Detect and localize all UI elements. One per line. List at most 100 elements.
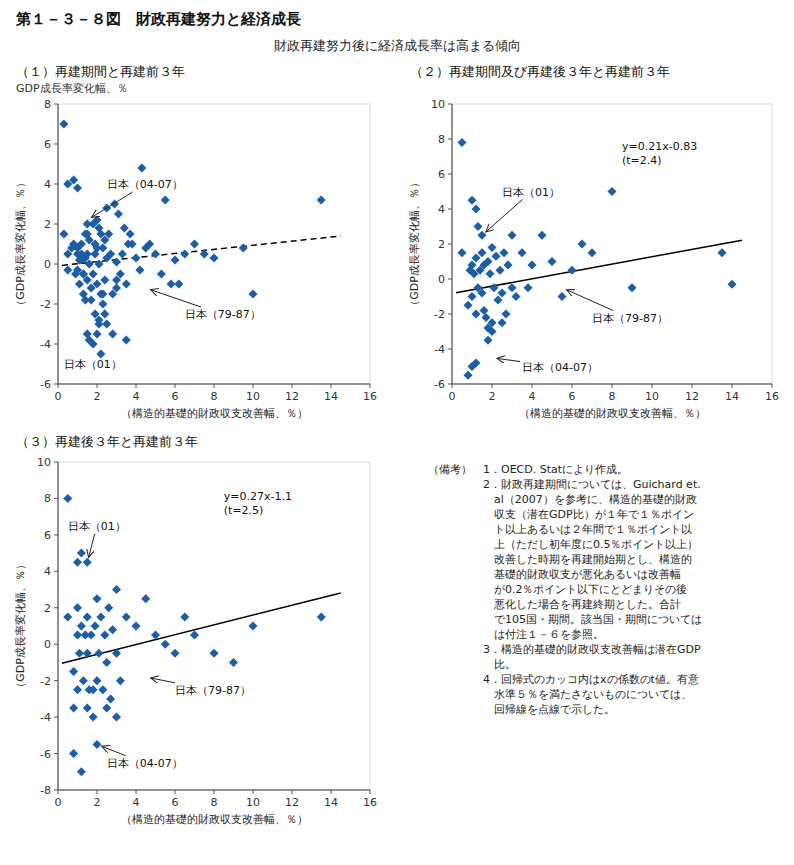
x-tick — [253, 790, 254, 794]
x-tick — [136, 384, 137, 388]
trend-line — [62, 236, 341, 265]
x-tick — [331, 384, 332, 388]
scatter-point — [114, 210, 123, 219]
notes-line: は付注１－６を参照。 — [428, 628, 604, 641]
scatter-point — [93, 676, 102, 685]
trend-line — [62, 593, 341, 663]
scatter-point — [145, 240, 154, 249]
scatter-point — [94, 649, 103, 658]
y-tick-label: 6 — [44, 529, 51, 542]
notes-line: 回帰線を点線で示した。 — [428, 703, 615, 716]
y-tick-label: -6 — [40, 378, 51, 391]
scatter-point — [548, 257, 557, 266]
y-tick-label: -2 — [40, 675, 51, 688]
scatter-point — [132, 622, 141, 631]
scatter-point — [108, 625, 117, 634]
scatter-point — [93, 330, 102, 339]
scatter-point — [120, 224, 129, 233]
y-tick-label: 2 — [44, 218, 51, 231]
scatter-point — [512, 292, 521, 301]
notes-line: で105国・期間。該当国・期間については — [428, 613, 702, 626]
x-tick-label: 2 — [94, 390, 101, 403]
notes-line: 4．回帰式のカッコ内はxの係数のt値。有意 — [428, 673, 699, 686]
y-tick — [448, 209, 452, 210]
y-tick-label: 8 — [438, 133, 445, 146]
x-tick-label: 8 — [211, 390, 218, 403]
y-tick-label: 2 — [438, 238, 445, 251]
x-tick — [58, 384, 59, 388]
scatter-point — [132, 254, 141, 263]
scatter-point — [63, 266, 72, 275]
x-tick — [452, 384, 453, 388]
y-tick-label: 8 — [44, 98, 51, 111]
x-tick — [175, 790, 176, 794]
x-tick — [652, 384, 653, 388]
x-tick-label: 0 — [449, 390, 456, 403]
equation-box — [222, 489, 294, 518]
y-tick-label: 0 — [44, 638, 51, 651]
x-tick-label: 12 — [685, 390, 699, 403]
scatter-point — [89, 340, 98, 349]
scatter-point — [488, 318, 497, 327]
scatter-point — [77, 767, 86, 776]
scatter-point — [468, 292, 477, 301]
scatter-point — [85, 260, 94, 269]
scatter-point — [464, 371, 473, 380]
scatter-point — [718, 248, 727, 257]
scatter-point — [77, 549, 86, 558]
y-tick — [54, 224, 58, 225]
plot-area — [58, 462, 370, 790]
y-tick — [448, 174, 452, 175]
scatter-point — [87, 296, 96, 305]
annotation-text: 日本（04-07） — [107, 178, 183, 191]
x-tick-label: 4 — [133, 390, 140, 403]
scatter-point — [151, 250, 160, 259]
x-tick-label: 12 — [285, 796, 299, 809]
scatter-point — [83, 704, 92, 713]
equation-line: y=0.21x-0.83 — [622, 140, 697, 153]
y-tick-label: -4 — [434, 343, 445, 356]
data-marks — [59, 120, 340, 359]
y-axis-label: （GDP成長率変化幅、％） — [14, 559, 27, 693]
x-tick — [772, 384, 773, 388]
scatter-point — [73, 184, 82, 193]
scatter-point — [171, 256, 180, 265]
notes-line: 改善した時期を再建開始期とし、構造的 — [428, 553, 692, 566]
scatter-point — [480, 306, 489, 315]
scatter-point — [79, 676, 88, 685]
scatter-point — [488, 243, 497, 252]
scatter-point — [93, 740, 102, 749]
y-axis-label: （GDP成長率変化幅、％） — [408, 177, 421, 311]
scatter-point — [128, 240, 137, 249]
y-tick-label: -6 — [40, 748, 51, 761]
scatter-point — [478, 231, 487, 240]
notes-line: 上（ただし初年度に0.5％ポイント以上） — [428, 538, 699, 551]
scatter-point — [498, 289, 507, 298]
scatter-point — [190, 240, 199, 249]
equation-line: (t=2.4) — [622, 154, 662, 167]
panel-title: （１）再建期間と再建前３年 — [16, 64, 185, 79]
y-tick — [54, 384, 58, 385]
equation: y=0.27x-1.1(t=2.5) — [222, 489, 294, 518]
y-tick — [448, 139, 452, 140]
x-tick-label: 8 — [609, 390, 616, 403]
scatter-point — [63, 494, 72, 503]
panel-title: （２）再建期間及び再建後３年と再建前３年 — [410, 64, 670, 79]
x-tick-label: 14 — [725, 390, 739, 403]
x-tick — [253, 384, 254, 388]
figure-title: 第１－３－８図 財政再建努力と経済成長 — [15, 10, 301, 28]
scatter-point — [167, 280, 176, 289]
x-tick-label: 8 — [211, 796, 218, 809]
x-tick-label: 6 — [569, 390, 576, 403]
x-tick-label: 0 — [55, 390, 62, 403]
scatter-point — [100, 276, 109, 285]
scatter-point — [538, 231, 547, 240]
scatter-point — [89, 270, 98, 279]
scatter-point — [112, 284, 121, 293]
x-tick-label: 6 — [172, 390, 179, 403]
scatter-point — [478, 289, 487, 298]
y-tick — [54, 498, 58, 499]
x-tick — [97, 790, 98, 794]
scatter-point — [77, 240, 86, 249]
x-tick — [732, 384, 733, 388]
